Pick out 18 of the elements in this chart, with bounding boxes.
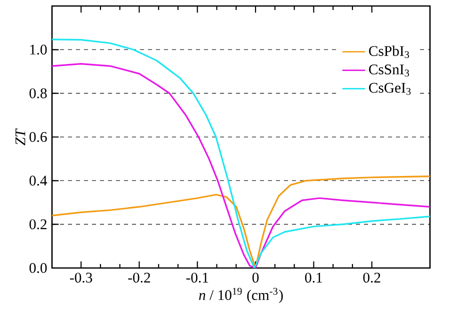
y-tick-label: 0.6: [30, 132, 47, 142]
x-tick-label: -0.3: [70, 272, 92, 283]
x-tick-label: -0.1: [186, 272, 208, 283]
legend-label: CsSnI$_{3}$: [369, 64, 410, 76]
y-tick-label: 1.0: [30, 44, 47, 55]
legend-label: CsPbI$_{3}$: [369, 46, 410, 58]
line-series: [52, 175, 430, 268]
y-tick-label: 0.4: [30, 176, 48, 186]
x-tick-label: 0: [252, 272, 259, 283]
x-tick-label: 0.2: [363, 272, 380, 283]
legend-label: CsGeI$_{3}$: [369, 82, 411, 95]
y-axis-title: ZT: [16, 128, 26, 146]
x-tick-label: 0.1: [305, 272, 322, 283]
y-tick-label: 0.8: [30, 88, 47, 98]
y-tick-label: 0.0: [30, 263, 47, 273]
x-tick-label: -0.2: [128, 272, 150, 283]
x-axis-title: n / 10$^{19}$ (cm$^{-3}$): [199, 288, 283, 304]
y-tick-label: 0.2: [30, 219, 46, 230]
